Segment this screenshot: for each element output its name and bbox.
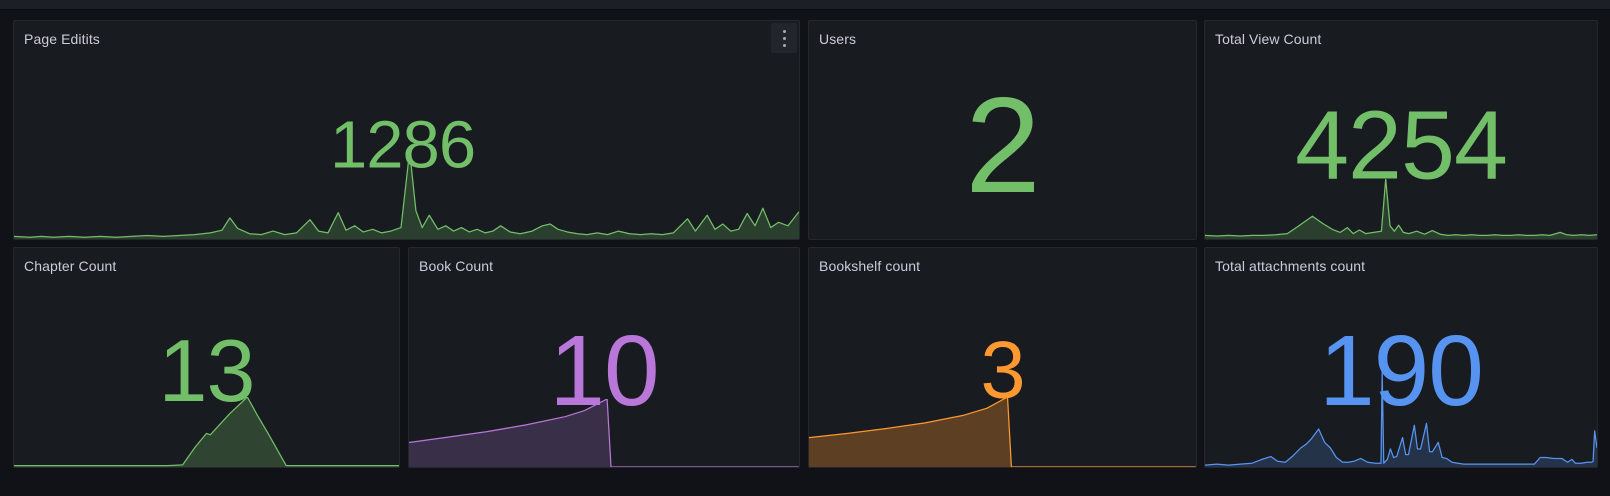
- sparkline: [1205, 179, 1597, 239]
- stat-value: 2: [965, 69, 1041, 222]
- panel-title[interactable]: Users: [819, 31, 857, 47]
- top-bar: [0, 0, 1610, 10]
- stat-value: 13: [158, 320, 256, 420]
- panel-title[interactable]: Bookshelf count: [819, 258, 921, 274]
- stat-value: 190: [1319, 314, 1484, 427]
- kebab-menu-icon[interactable]: [771, 23, 797, 53]
- panel-users: Users 2: [808, 20, 1197, 240]
- stat-value: 1286: [330, 107, 476, 183]
- sparkline: [409, 399, 799, 467]
- sparkline: [809, 397, 1196, 467]
- stat-value: 4254: [1295, 90, 1508, 200]
- stat-value: 3: [980, 325, 1025, 416]
- stat-value: 10: [549, 314, 659, 427]
- panel-total-attachments-count: Total attachments count 190: [1204, 247, 1598, 468]
- panel-bookshelf-count: Bookshelf count 3: [808, 247, 1197, 468]
- panel-page-edits: Page Editits 1286: [13, 20, 800, 240]
- sparkline: [14, 151, 799, 239]
- panel-title[interactable]: Book Count: [419, 258, 494, 274]
- panel-book-count: Book Count 10: [408, 247, 800, 468]
- sparkline: [14, 397, 399, 467]
- sparkline: [1205, 372, 1597, 467]
- panel-title[interactable]: Chapter Count: [24, 258, 117, 274]
- panel-title[interactable]: Page Editits: [24, 31, 100, 47]
- panel-total-view-count: Total View Count 4254: [1204, 20, 1598, 240]
- panel-chapter-count: Chapter Count 13: [13, 247, 400, 468]
- panel-title[interactable]: Total View Count: [1215, 31, 1322, 47]
- panel-title[interactable]: Total attachments count: [1215, 258, 1366, 274]
